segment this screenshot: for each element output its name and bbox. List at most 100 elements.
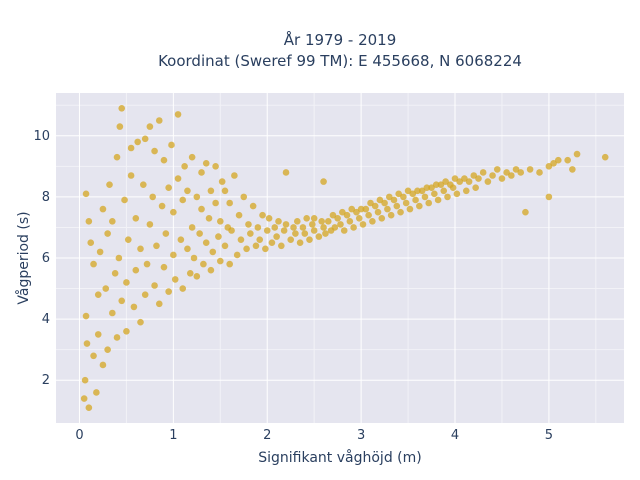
data-point xyxy=(265,214,273,222)
data-point xyxy=(99,361,107,369)
data-point xyxy=(118,104,126,112)
data-point xyxy=(299,224,307,231)
data-point xyxy=(387,211,395,219)
data-point xyxy=(434,196,442,204)
data-point xyxy=(395,190,402,198)
y-tick-labels: 2 4 6 8 10 xyxy=(33,129,50,388)
data-point xyxy=(160,263,168,271)
data-point xyxy=(158,202,166,210)
data-point xyxy=(94,331,102,338)
data-point xyxy=(259,211,266,219)
data-point xyxy=(83,340,91,347)
data-point xyxy=(416,202,423,210)
data-point xyxy=(365,211,372,219)
data-point xyxy=(130,303,138,311)
data-point xyxy=(310,227,318,234)
data-point xyxy=(263,227,271,234)
data-point xyxy=(162,230,170,237)
data-point xyxy=(381,199,388,207)
data-point xyxy=(102,285,110,292)
data-point xyxy=(414,187,421,195)
data-point xyxy=(479,169,487,176)
data-point xyxy=(174,111,182,118)
data-point xyxy=(200,260,207,268)
data-point xyxy=(123,328,130,335)
data-point xyxy=(127,172,135,179)
data-point xyxy=(243,245,250,253)
data-point xyxy=(339,208,346,216)
data-point xyxy=(93,389,100,396)
data-point xyxy=(421,193,429,201)
data-point xyxy=(132,214,140,222)
data-point xyxy=(367,199,374,207)
data-point xyxy=(104,346,111,353)
data-point xyxy=(432,181,440,188)
data-point xyxy=(80,395,88,402)
data-point xyxy=(324,218,332,225)
data-point xyxy=(346,218,354,225)
data-point xyxy=(237,236,245,243)
data-point xyxy=(123,279,130,286)
data-point xyxy=(209,248,217,256)
data-point xyxy=(451,175,459,182)
data-point xyxy=(384,205,391,213)
data-point xyxy=(350,224,357,231)
data-point xyxy=(550,159,557,167)
data-point xyxy=(202,239,210,247)
data-point xyxy=(140,181,147,188)
data-point xyxy=(271,224,279,231)
data-point xyxy=(268,239,276,247)
data-point xyxy=(282,169,290,176)
data-point xyxy=(431,190,438,198)
data-point xyxy=(402,199,410,207)
data-point xyxy=(226,199,233,207)
data-point xyxy=(155,117,163,124)
data-point xyxy=(149,193,157,201)
data-point xyxy=(205,214,213,222)
data-point xyxy=(245,221,252,228)
data-point xyxy=(440,187,448,195)
data-point xyxy=(393,202,401,210)
data-point xyxy=(184,245,191,253)
data-point xyxy=(526,166,534,173)
data-point xyxy=(503,169,510,176)
data-point xyxy=(453,190,461,198)
data-point xyxy=(334,214,341,222)
data-point xyxy=(113,334,121,341)
data-point xyxy=(151,282,158,289)
data-point xyxy=(378,214,386,222)
data-point xyxy=(99,205,107,213)
data-point xyxy=(254,224,262,231)
data-point xyxy=(275,218,282,225)
data-point xyxy=(282,221,290,228)
data-point xyxy=(278,242,285,250)
data-point xyxy=(94,291,102,298)
x-tick-label: 5 xyxy=(545,428,553,443)
data-point xyxy=(218,178,226,185)
data-point xyxy=(198,205,205,213)
data-point xyxy=(113,153,121,161)
data-point xyxy=(348,205,356,213)
data-point xyxy=(184,187,191,195)
data-point xyxy=(554,156,562,164)
data-point xyxy=(165,288,172,295)
chart-title-line-1: År 1979 - 2019 xyxy=(284,30,397,49)
x-tick-label: 3 xyxy=(357,428,365,443)
data-point xyxy=(390,196,398,204)
data-point xyxy=(134,138,141,146)
data-point xyxy=(362,205,370,213)
data-point xyxy=(369,218,376,225)
x-tick-label: 1 xyxy=(169,428,177,443)
data-point xyxy=(371,202,379,210)
data-point xyxy=(198,169,205,176)
data-point xyxy=(442,178,449,185)
data-point xyxy=(512,166,520,173)
data-point xyxy=(309,221,316,228)
data-point xyxy=(188,224,196,231)
data-point xyxy=(273,233,280,240)
data-point xyxy=(252,242,260,250)
data-point xyxy=(249,202,257,210)
data-point xyxy=(81,376,89,384)
data-point xyxy=(545,193,553,201)
data-point xyxy=(215,233,222,240)
